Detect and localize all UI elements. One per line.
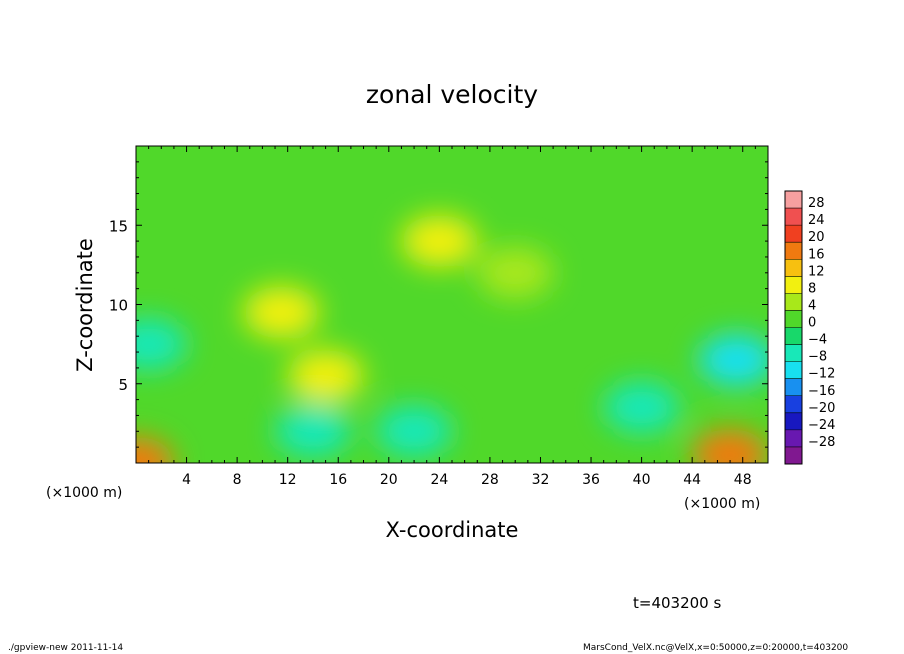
colorbar-label-7: 0 bbox=[808, 316, 816, 331]
colorbar-swatch-15 bbox=[785, 446, 802, 465]
colorbar-swatch-3 bbox=[785, 242, 802, 260]
colorbar-label-4: 12 bbox=[808, 264, 825, 279]
x-tick-label-0: 4 bbox=[182, 472, 191, 488]
colorbar-label-9: −8 bbox=[808, 350, 827, 365]
colorbar-label-10: −12 bbox=[808, 367, 835, 382]
x-tick-label-9: 40 bbox=[633, 472, 651, 488]
colorbar-swatch-7 bbox=[785, 310, 802, 328]
colorbar-swatch-11 bbox=[785, 378, 802, 397]
colorbar-label-14: −28 bbox=[808, 435, 835, 450]
colorbar-label-12: −20 bbox=[808, 401, 835, 416]
field-feature-7 bbox=[287, 349, 364, 402]
colorbar-label-6: 4 bbox=[808, 298, 816, 313]
colorbar-swatch-4 bbox=[785, 259, 802, 277]
x-tick-label-5: 24 bbox=[430, 472, 448, 488]
colorbar-label-3: 16 bbox=[808, 247, 825, 262]
colorbar-label-2: 20 bbox=[808, 230, 825, 245]
chart-title: zonal velocity bbox=[366, 80, 538, 109]
y-tick-label-0: 5 bbox=[118, 376, 128, 394]
colorbar-swatch-12 bbox=[785, 395, 802, 414]
x-tick-label-1: 8 bbox=[233, 472, 242, 488]
x-axis: 4 8 12 16 20 24 28 32 36 40 44 48 bbox=[148, 146, 756, 488]
colorbar-swatch-9 bbox=[785, 344, 802, 363]
field-feature-5 bbox=[603, 381, 680, 434]
colorbar-swatch-5 bbox=[785, 276, 802, 294]
colorbar-swatch-2 bbox=[785, 225, 802, 243]
x-axis-unit-left: (×1000 m) bbox=[46, 485, 122, 501]
colorbar-label-5: 8 bbox=[808, 281, 816, 296]
x-tick-label-7: 32 bbox=[532, 472, 550, 488]
x-tick-label-6: 28 bbox=[481, 472, 499, 488]
y-tick-label-2: 15 bbox=[109, 217, 128, 235]
colorbar-label-11: −16 bbox=[808, 384, 835, 399]
x-axis-unit-right: (×1000 m) bbox=[684, 496, 760, 512]
y-axis-label: Z-coordinate bbox=[73, 238, 97, 372]
footer-program: ./gpview-new 2011-11-14 bbox=[8, 643, 124, 653]
colorbar-label-8: −4 bbox=[808, 333, 827, 348]
x-tick-label-10: 44 bbox=[683, 472, 701, 488]
field-feature-4 bbox=[274, 405, 351, 458]
colorbar-label-1: 24 bbox=[808, 213, 825, 228]
colorbar-swatch-1 bbox=[785, 208, 802, 226]
colorbar-label-13: −24 bbox=[808, 418, 835, 433]
field-feature-6 bbox=[243, 286, 320, 339]
x-tick-label-11: 48 bbox=[734, 472, 752, 488]
colorbar-swatch-8 bbox=[785, 327, 802, 346]
colorbar-swatch-14 bbox=[785, 429, 802, 448]
field-feature-10 bbox=[376, 405, 453, 458]
field-feature-9 bbox=[477, 246, 554, 299]
x-axis-label: X-coordinate bbox=[386, 518, 519, 542]
x-tick-label-8: 36 bbox=[582, 472, 600, 488]
x-tick-label-2: 12 bbox=[279, 472, 297, 488]
field-feature-1 bbox=[692, 429, 768, 463]
colorbar-swatch-6 bbox=[785, 293, 802, 311]
y-tick-label-1: 10 bbox=[109, 297, 128, 315]
field-feature-8 bbox=[401, 215, 478, 268]
x-tick-label-3: 16 bbox=[329, 472, 347, 488]
colorbar-swatch-13 bbox=[785, 412, 802, 431]
field-feature-3 bbox=[698, 333, 768, 386]
colorbar-label-0: 28 bbox=[808, 196, 825, 211]
y-axis: 5 10 15 bbox=[109, 161, 768, 448]
colorbar-swatch-10 bbox=[785, 361, 802, 380]
heatmap-field bbox=[136, 146, 768, 463]
colorbar: 28 24 20 16 12 8 4 0 −4 −8 −12 −16 −20 −24 −28 bbox=[784, 190, 835, 465]
footer-source: MarsCond_VelX.nc@VelX,x=0:50000,z=0:2000… bbox=[583, 643, 849, 653]
field-feature-2 bbox=[136, 318, 187, 371]
time-label: t=403200 s bbox=[633, 594, 722, 612]
x-tick-label-4: 20 bbox=[380, 472, 398, 488]
field-feature-0 bbox=[136, 437, 174, 463]
colorbar-swatch-0 bbox=[785, 191, 802, 209]
